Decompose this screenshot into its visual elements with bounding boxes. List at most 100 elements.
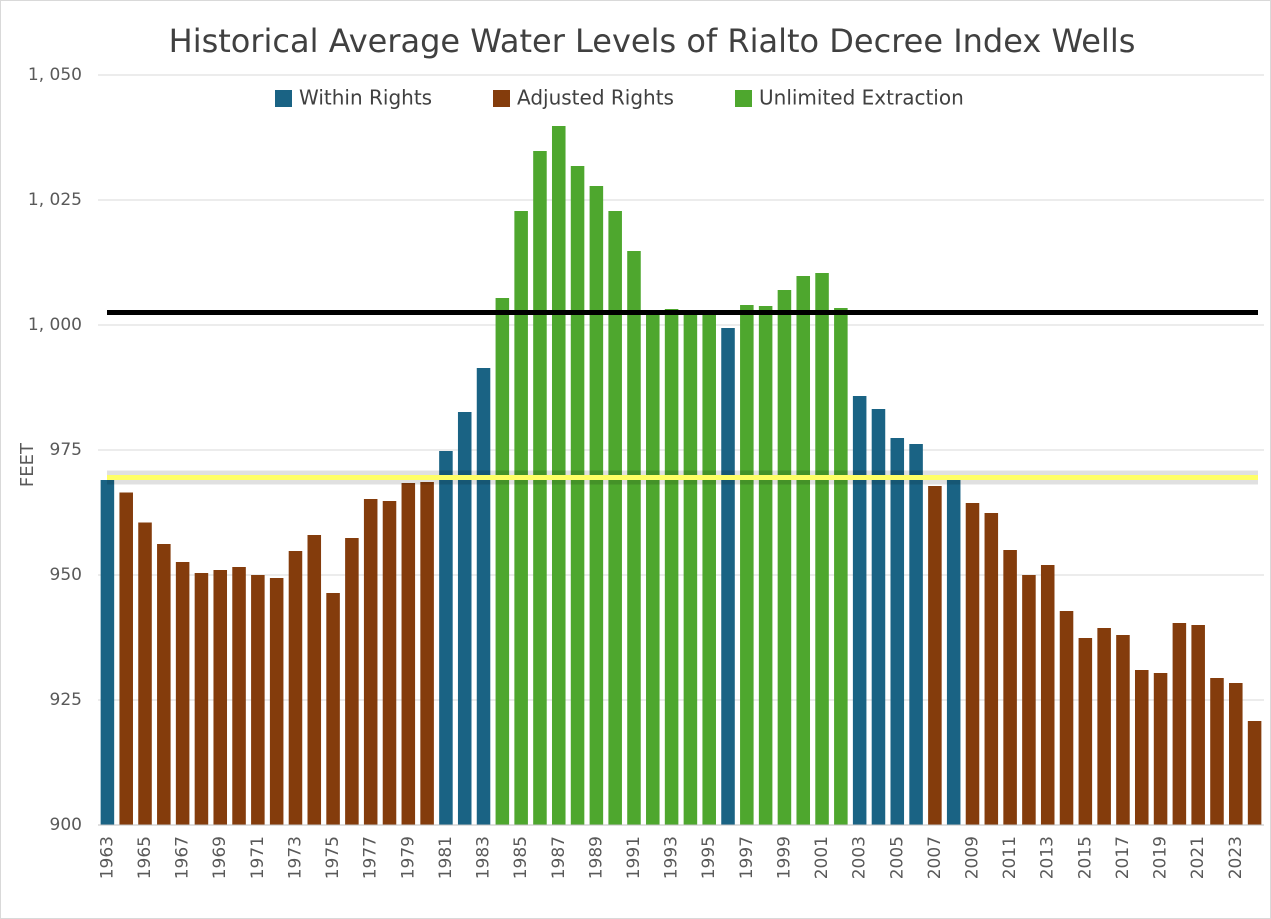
bar xyxy=(1247,721,1262,825)
bar xyxy=(307,535,322,825)
x-tick-label: 1981 xyxy=(436,836,456,879)
bar xyxy=(702,313,716,825)
x-tick-label: 1993 xyxy=(662,836,682,879)
bar xyxy=(1134,670,1149,825)
bar xyxy=(1003,550,1017,825)
x-tick-label: 1975 xyxy=(323,836,343,879)
legend-swatch xyxy=(735,90,752,107)
x-tick-label: 2023 xyxy=(1226,836,1246,879)
x-tick-label: 1995 xyxy=(699,836,719,879)
y-tick-label: 975 xyxy=(50,440,82,460)
x-tick-label: 1991 xyxy=(624,836,644,879)
x-tick-label: 1977 xyxy=(361,836,381,879)
x-tick-label: 2015 xyxy=(1075,836,1095,879)
x-tick-label: 1983 xyxy=(474,836,494,879)
x-tick-label: 2001 xyxy=(812,836,832,879)
legend-label: Unlimited Extraction xyxy=(759,86,964,110)
x-tick-label: 1973 xyxy=(285,836,305,879)
bar xyxy=(401,483,416,825)
bar xyxy=(852,396,867,825)
bar xyxy=(269,578,284,825)
x-tick-label: 2011 xyxy=(1000,836,1020,879)
bar xyxy=(965,503,980,825)
bar xyxy=(928,486,942,825)
bar xyxy=(570,166,585,825)
bar xyxy=(363,499,378,825)
x-tick-label: 2007 xyxy=(925,836,945,879)
x-tick-label: 1997 xyxy=(737,836,757,879)
bar xyxy=(1022,575,1036,825)
x-tick-label: 1989 xyxy=(586,836,606,879)
bar xyxy=(100,480,115,825)
bar xyxy=(740,305,754,825)
bar xyxy=(589,186,604,825)
bar xyxy=(646,312,660,825)
bar xyxy=(984,513,999,825)
legend-label: Within Rights xyxy=(299,86,432,110)
bar xyxy=(138,522,152,825)
x-tick-label: 2013 xyxy=(1038,836,1058,879)
bar xyxy=(420,482,434,825)
bar xyxy=(119,492,133,825)
chart-title: Historical Average Water Levels of Rialt… xyxy=(169,22,1136,60)
bar xyxy=(1153,673,1168,825)
x-tick-label: 2021 xyxy=(1188,836,1208,879)
bar xyxy=(834,308,848,825)
x-tick-label: 1987 xyxy=(549,836,569,879)
bar xyxy=(157,544,171,825)
bar xyxy=(777,290,792,825)
bar xyxy=(476,368,491,825)
legend-swatch xyxy=(493,90,510,107)
bar xyxy=(382,501,397,825)
bar xyxy=(721,328,735,825)
bar xyxy=(495,298,510,825)
x-tick-label: 2005 xyxy=(887,836,907,879)
x-tick-label: 1969 xyxy=(210,836,230,879)
y-tick-label: 950 xyxy=(50,565,82,585)
bar xyxy=(1191,625,1205,825)
bar xyxy=(1229,683,1243,825)
bar xyxy=(514,211,528,825)
x-tick-label: 2019 xyxy=(1151,836,1171,879)
y-axis-label: FEET xyxy=(17,442,38,487)
bar xyxy=(946,478,961,825)
bar xyxy=(1097,628,1111,825)
bar xyxy=(627,251,641,825)
bar xyxy=(1078,638,1093,825)
bar xyxy=(664,309,679,825)
bar xyxy=(175,562,190,825)
bar xyxy=(608,211,622,825)
bar xyxy=(909,444,923,825)
bar xyxy=(345,538,359,825)
bar xyxy=(815,273,829,825)
bar xyxy=(194,573,209,825)
x-tick-label: 1965 xyxy=(135,836,155,879)
legend-swatch xyxy=(275,90,292,107)
bar xyxy=(1172,623,1187,825)
x-tick-label: 1999 xyxy=(774,836,794,879)
bar xyxy=(251,575,265,825)
y-tick-label: 1, 050 xyxy=(28,65,82,85)
x-tick-label: 2003 xyxy=(850,836,870,879)
bar xyxy=(326,593,340,825)
y-tick-label: 900 xyxy=(50,815,82,835)
x-tick-label: 1985 xyxy=(511,836,531,879)
bar xyxy=(871,409,886,825)
bar xyxy=(232,567,246,825)
bar xyxy=(213,570,228,825)
bar xyxy=(288,551,303,825)
y-tick-label: 1, 000 xyxy=(28,315,82,335)
bar xyxy=(1059,611,1074,825)
legend-label: Adjusted Rights xyxy=(517,86,674,110)
bar xyxy=(533,151,547,825)
bar xyxy=(796,276,811,825)
y-tick-label: 1, 025 xyxy=(28,190,82,210)
bar xyxy=(890,438,905,825)
x-tick-label: 1967 xyxy=(173,836,193,879)
bar xyxy=(1040,565,1055,825)
x-tick-label: 2017 xyxy=(1113,836,1133,879)
bar xyxy=(1210,678,1224,825)
bar xyxy=(758,306,773,825)
bar xyxy=(457,412,472,825)
